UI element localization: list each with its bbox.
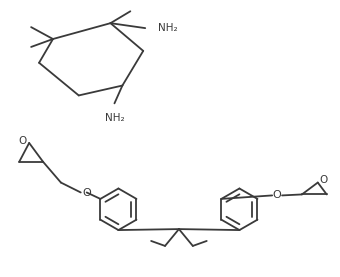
- Text: O: O: [18, 136, 26, 146]
- Text: O: O: [83, 188, 91, 198]
- Text: NH₂: NH₂: [105, 113, 124, 123]
- Text: O: O: [320, 175, 328, 184]
- Text: O: O: [273, 190, 282, 201]
- Text: NH₂: NH₂: [158, 23, 178, 33]
